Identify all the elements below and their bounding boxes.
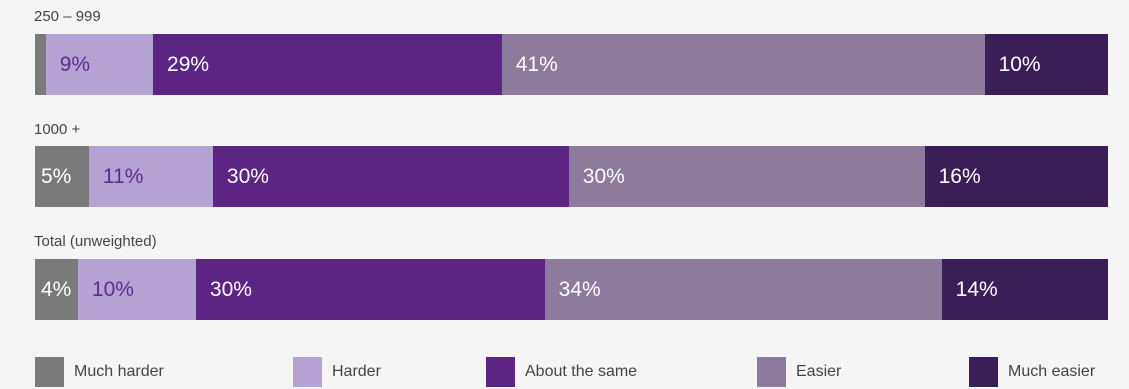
bar-segment: 9% [45,34,154,95]
bar-segment: 30% [568,146,925,207]
stacked-bar: 4% 10% 30% 34% 14% [35,259,1108,320]
legend-item: Harder [293,357,381,387]
legend-item: About the same [486,357,637,387]
data-label: 11% [102,164,144,188]
stacked-bar: 5% 11% 30% 30% 16% [35,146,1108,207]
stacked-bar: 9% 29% 41% 10% [35,34,1108,95]
group-label: Total (unweighted) [34,233,157,250]
group-label: 1000 + [34,121,81,138]
data-label: 34% [558,277,601,301]
bar-segment: 30% [212,146,569,207]
legend-swatch [969,357,998,387]
data-label: 41% [515,52,558,76]
data-label: 4% [41,277,72,301]
bar-segment: 11% [88,146,213,207]
bar-segment: 10% [77,259,196,320]
legend-label: Much easier [1008,363,1096,380]
legend-swatch [757,357,786,387]
data-label: 30% [582,164,625,188]
data-label: 14% [955,277,998,301]
data-label: 30% [209,277,252,301]
legend-swatch [486,357,515,387]
data-label: 16% [938,164,981,188]
bar-segment: 16% [924,146,1108,207]
legend-item: Much easier [969,357,1095,387]
bar-segment: 5% [35,146,89,207]
bar-segment: 4% [35,259,78,320]
data-label: 10% [91,277,134,301]
chart-legend: Much harder Harder About the same Easier Muc… [0,357,1129,389]
legend-swatch [35,357,64,387]
bar-segment: 10% [984,34,1108,95]
legend-item: Much harder [35,357,164,387]
legend-label: Harder [332,363,381,380]
legend-label: Easier [796,363,842,380]
bar-segment: 34% [544,259,942,320]
data-label: 29% [167,52,210,76]
legend-item: Easier [757,357,841,387]
data-label: 9% [59,52,91,76]
legend-swatch [293,357,322,387]
data-label: 5% [41,164,72,188]
bar-segment: 14% [941,259,1108,320]
legend-label: Much harder [74,363,164,380]
data-label: 10% [998,52,1041,76]
data-label: 30% [226,164,269,188]
bar-segment [35,34,46,95]
bar-segment: 41% [501,34,985,95]
bar-segment: 29% [153,34,502,95]
bar-segment: 30% [195,259,545,320]
group-label: 250 – 999 [34,8,101,25]
legend-label: About the same [525,363,638,380]
